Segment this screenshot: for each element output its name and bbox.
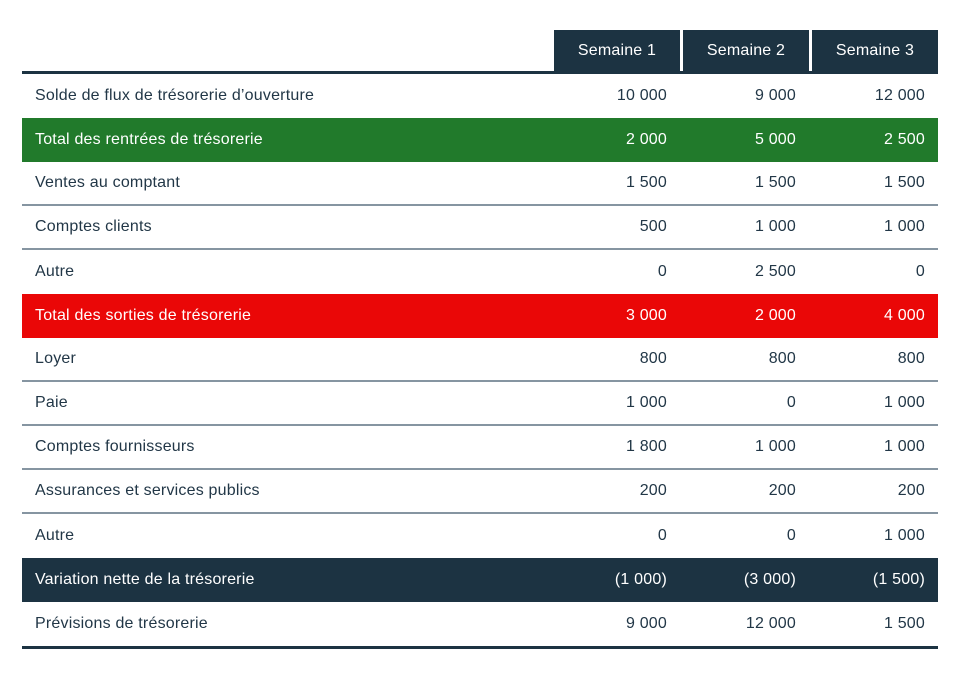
table-row: Loyer 800 800 800 (22, 338, 938, 382)
row-value: 2 500 (883, 131, 925, 148)
row-label: Paie (35, 394, 68, 411)
row-value: 1 800 (625, 438, 667, 455)
row-value: 1 000 (883, 527, 925, 544)
row-value: 1 000 (754, 438, 796, 455)
row-label: Solde de flux de trésorerie d’ouverture (35, 87, 315, 104)
row-label: Loyer (35, 350, 77, 367)
row-value: 12 000 (745, 615, 796, 632)
row-value: 1 000 (883, 438, 925, 455)
row-value: 9 000 (754, 87, 796, 104)
row-value: 10 000 (616, 87, 667, 104)
row-value: 1 000 (754, 218, 796, 235)
row-value: 0 (915, 263, 925, 280)
table-row: Solde de flux de trésorerie d’ouverture … (22, 74, 938, 118)
row-value: 0 (657, 263, 667, 280)
row-value: (1 000) (614, 571, 667, 588)
table-row: Assurances et services publics 200 200 2… (22, 470, 938, 514)
row-value: 1 500 (754, 174, 796, 191)
row-value: 200 (768, 482, 796, 499)
row-value: 1 500 (883, 615, 925, 632)
header-cell-week-2: Semaine 2 (683, 30, 809, 71)
table-row: Total des rentrées de trésorerie 2 000 5… (22, 118, 938, 162)
row-value: 1 000 (625, 394, 667, 411)
header-spacer (22, 30, 551, 71)
table-row: Paie 1 000 0 1 000 (22, 382, 938, 426)
table-body: Solde de flux de trésorerie d’ouverture … (22, 74, 938, 646)
row-label: Ventes au comptant (35, 174, 181, 191)
table-row: Comptes clients 500 1 000 1 000 (22, 206, 938, 250)
row-label: Comptes clients (35, 218, 152, 235)
row-value: 800 (639, 350, 667, 367)
row-value: 5 000 (754, 131, 796, 148)
row-value: 800 (897, 350, 925, 367)
row-label: Prévisions de trésorerie (35, 615, 208, 632)
table-row: Comptes fournisseurs 1 800 1 000 1 000 (22, 426, 938, 470)
row-value: 2 000 (625, 131, 667, 148)
row-value: 3 000 (625, 307, 667, 324)
table-row: Autre 0 2 500 0 (22, 250, 938, 294)
row-value: 500 (639, 218, 667, 235)
row-label: Total des rentrées de trésorerie (35, 131, 263, 148)
row-value: (3 000) (743, 571, 796, 588)
row-value: 200 (639, 482, 667, 499)
table-header-row: Semaine 1 Semaine 2 Semaine 3 (22, 30, 938, 74)
row-label: Assurances et services publics (35, 482, 260, 499)
table-bottom-border (22, 646, 938, 649)
row-label: Total des sorties de trésorerie (35, 307, 252, 324)
row-value: 1 000 (883, 218, 925, 235)
row-value: (1 500) (872, 571, 925, 588)
row-value: 800 (768, 350, 796, 367)
row-value: 0 (657, 527, 667, 544)
row-value: 0 (786, 527, 796, 544)
table-row: Total des sorties de trésorerie 3 000 2 … (22, 294, 938, 338)
row-value: 200 (897, 482, 925, 499)
table-row: Prévisions de trésorerie 9 000 12 000 1 … (22, 602, 938, 646)
row-value: 2 500 (754, 263, 796, 280)
row-value: 1 000 (883, 394, 925, 411)
table-row: Autre 0 0 1 000 (22, 514, 938, 558)
row-label: Autre (35, 527, 75, 544)
row-value: 1 500 (883, 174, 925, 191)
row-value: 1 500 (625, 174, 667, 191)
row-value: 12 000 (874, 87, 925, 104)
header-cell-week-3: Semaine 3 (812, 30, 938, 71)
header-cell-week-1: Semaine 1 (554, 30, 680, 71)
row-value: 2 000 (754, 307, 796, 324)
row-value: 0 (786, 394, 796, 411)
row-label: Autre (35, 263, 75, 280)
row-value: 4 000 (883, 307, 925, 324)
row-value: 9 000 (625, 615, 667, 632)
row-label: Comptes fournisseurs (35, 438, 195, 455)
row-label: Variation nette de la trésorerie (35, 571, 255, 588)
table-row: Ventes au comptant 1 500 1 500 1 500 (22, 162, 938, 206)
cash-flow-table: Semaine 1 Semaine 2 Semaine 3 Solde de f… (22, 30, 938, 649)
table-row: Variation nette de la trésorerie (1 000)… (22, 558, 938, 602)
